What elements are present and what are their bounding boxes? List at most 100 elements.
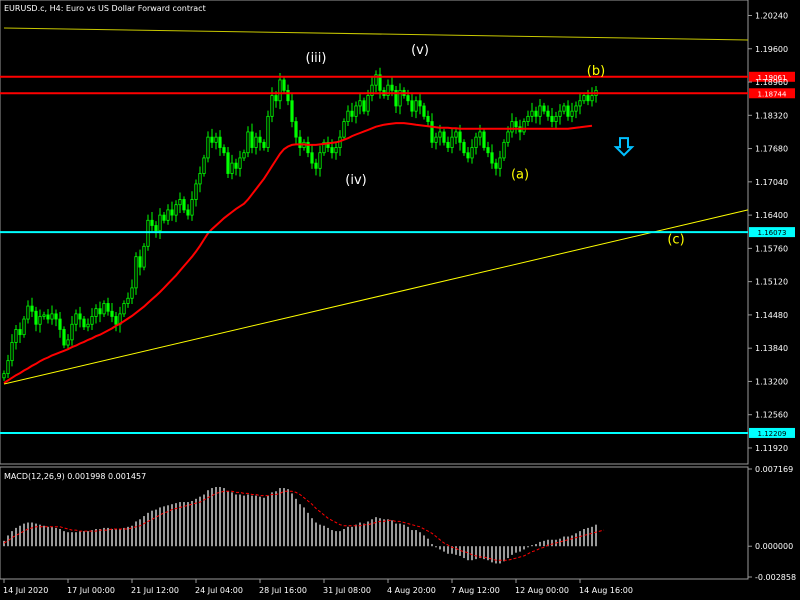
candle-body xyxy=(378,74,382,91)
candle-body xyxy=(458,131,462,143)
candle-body xyxy=(446,141,450,148)
candle-body xyxy=(154,225,158,232)
level-tag-text: 1.18744 xyxy=(758,90,787,98)
candle-body xyxy=(422,105,426,117)
time-tick-label: 24 Jul 04:00 xyxy=(195,586,243,595)
trendline-1[interactable] xyxy=(3,209,749,385)
candle-body xyxy=(406,95,410,102)
price-tick-label: 1.17680 xyxy=(755,145,788,154)
level-tag-text: 1.12209 xyxy=(758,430,787,438)
candle-body xyxy=(566,105,570,117)
candle-body xyxy=(194,183,198,200)
price-tick-label: 1.19600 xyxy=(755,45,788,54)
candle-body xyxy=(438,131,442,138)
macd-signal-layer xyxy=(3,490,605,561)
candle-body xyxy=(186,209,190,216)
price-tick-label: 1.13840 xyxy=(755,344,788,353)
macd-tick-label: 0.000000 xyxy=(755,542,793,551)
down-arrow-icon xyxy=(613,137,635,157)
candle-body xyxy=(370,84,374,96)
candle-body xyxy=(70,323,74,341)
candle-body xyxy=(178,199,182,206)
candle-body xyxy=(98,308,102,315)
time-tick-label: 4 Aug 20:00 xyxy=(387,586,436,595)
candle-body xyxy=(50,313,54,320)
wave-label-b: (b) xyxy=(587,64,605,79)
candle-body xyxy=(362,100,366,112)
candle-body xyxy=(42,314,46,317)
trendline-2[interactable] xyxy=(3,27,749,41)
candle-body xyxy=(474,136,478,148)
candle-body xyxy=(358,100,362,107)
candle-body xyxy=(334,147,338,154)
candle-body xyxy=(330,147,334,154)
candle-body xyxy=(34,310,38,325)
candle-body xyxy=(126,297,130,304)
candle-body xyxy=(498,157,502,169)
candle-body xyxy=(502,141,506,159)
candle-body xyxy=(514,121,518,128)
candle-body xyxy=(442,131,446,143)
candle-body xyxy=(342,121,346,138)
candle-body xyxy=(418,100,422,107)
candle-body xyxy=(2,373,6,379)
candle-body xyxy=(394,89,398,107)
candle-body xyxy=(282,79,286,91)
candle-body xyxy=(222,147,226,154)
candle-body xyxy=(298,136,302,148)
candle-body xyxy=(210,136,214,143)
candle-body xyxy=(550,115,554,122)
price-tick-label: 1.12560 xyxy=(755,411,788,420)
level-tag-1.19061 xyxy=(749,71,795,82)
candle-body xyxy=(14,329,18,343)
candle-body xyxy=(138,256,142,268)
candle-body xyxy=(122,303,126,315)
candle-body xyxy=(182,199,186,211)
candle-body xyxy=(26,305,30,320)
candle-body xyxy=(30,305,34,312)
macd-signal-line xyxy=(3,490,605,561)
candle-body xyxy=(114,316,118,325)
candle-body xyxy=(306,141,310,154)
candle-body xyxy=(10,342,14,362)
candle-body xyxy=(66,339,70,346)
level-tag-text: 1.16073 xyxy=(758,229,787,237)
candle-body xyxy=(346,110,350,122)
candle-body xyxy=(270,95,274,117)
candle-body xyxy=(94,308,98,317)
candle-body xyxy=(434,136,438,143)
candle-body xyxy=(106,303,110,312)
candle-body xyxy=(294,121,298,138)
candle-body xyxy=(554,115,558,122)
wave-label-c: (c) xyxy=(667,233,684,248)
candle-body xyxy=(590,95,594,102)
candle-body xyxy=(530,110,534,117)
candle-body xyxy=(546,110,550,117)
time-tick-label: 31 Jul 08:00 xyxy=(323,586,371,595)
candle-body xyxy=(214,136,218,143)
candle-body xyxy=(150,219,154,226)
candle-body xyxy=(82,318,86,328)
candle-body xyxy=(390,84,394,91)
candle-body xyxy=(166,209,170,221)
candle-body xyxy=(274,95,278,102)
candle-body xyxy=(198,173,202,185)
moving-average-line xyxy=(3,122,593,384)
candle-body xyxy=(6,360,10,375)
candle-body xyxy=(86,323,90,328)
price-tick-label: 1.11920 xyxy=(755,444,788,453)
candle-body xyxy=(562,105,566,112)
time-tick-label: 28 Jul 16:00 xyxy=(259,586,307,595)
candle-body xyxy=(374,74,378,86)
candle-body xyxy=(230,162,234,174)
wave-label-a: (a) xyxy=(511,168,529,183)
level-tag-1.18744 xyxy=(749,88,795,99)
chart-title: EURUSD.c, H4: Euro vs US Dollar Forward … xyxy=(4,4,206,13)
macd-axis: 0.007169 0.000000 -0.002858 xyxy=(748,465,796,582)
candle-body xyxy=(78,313,82,320)
candle-body xyxy=(366,95,370,112)
candle-body xyxy=(542,105,546,112)
candle-body xyxy=(218,136,222,148)
candle-body xyxy=(354,105,358,117)
